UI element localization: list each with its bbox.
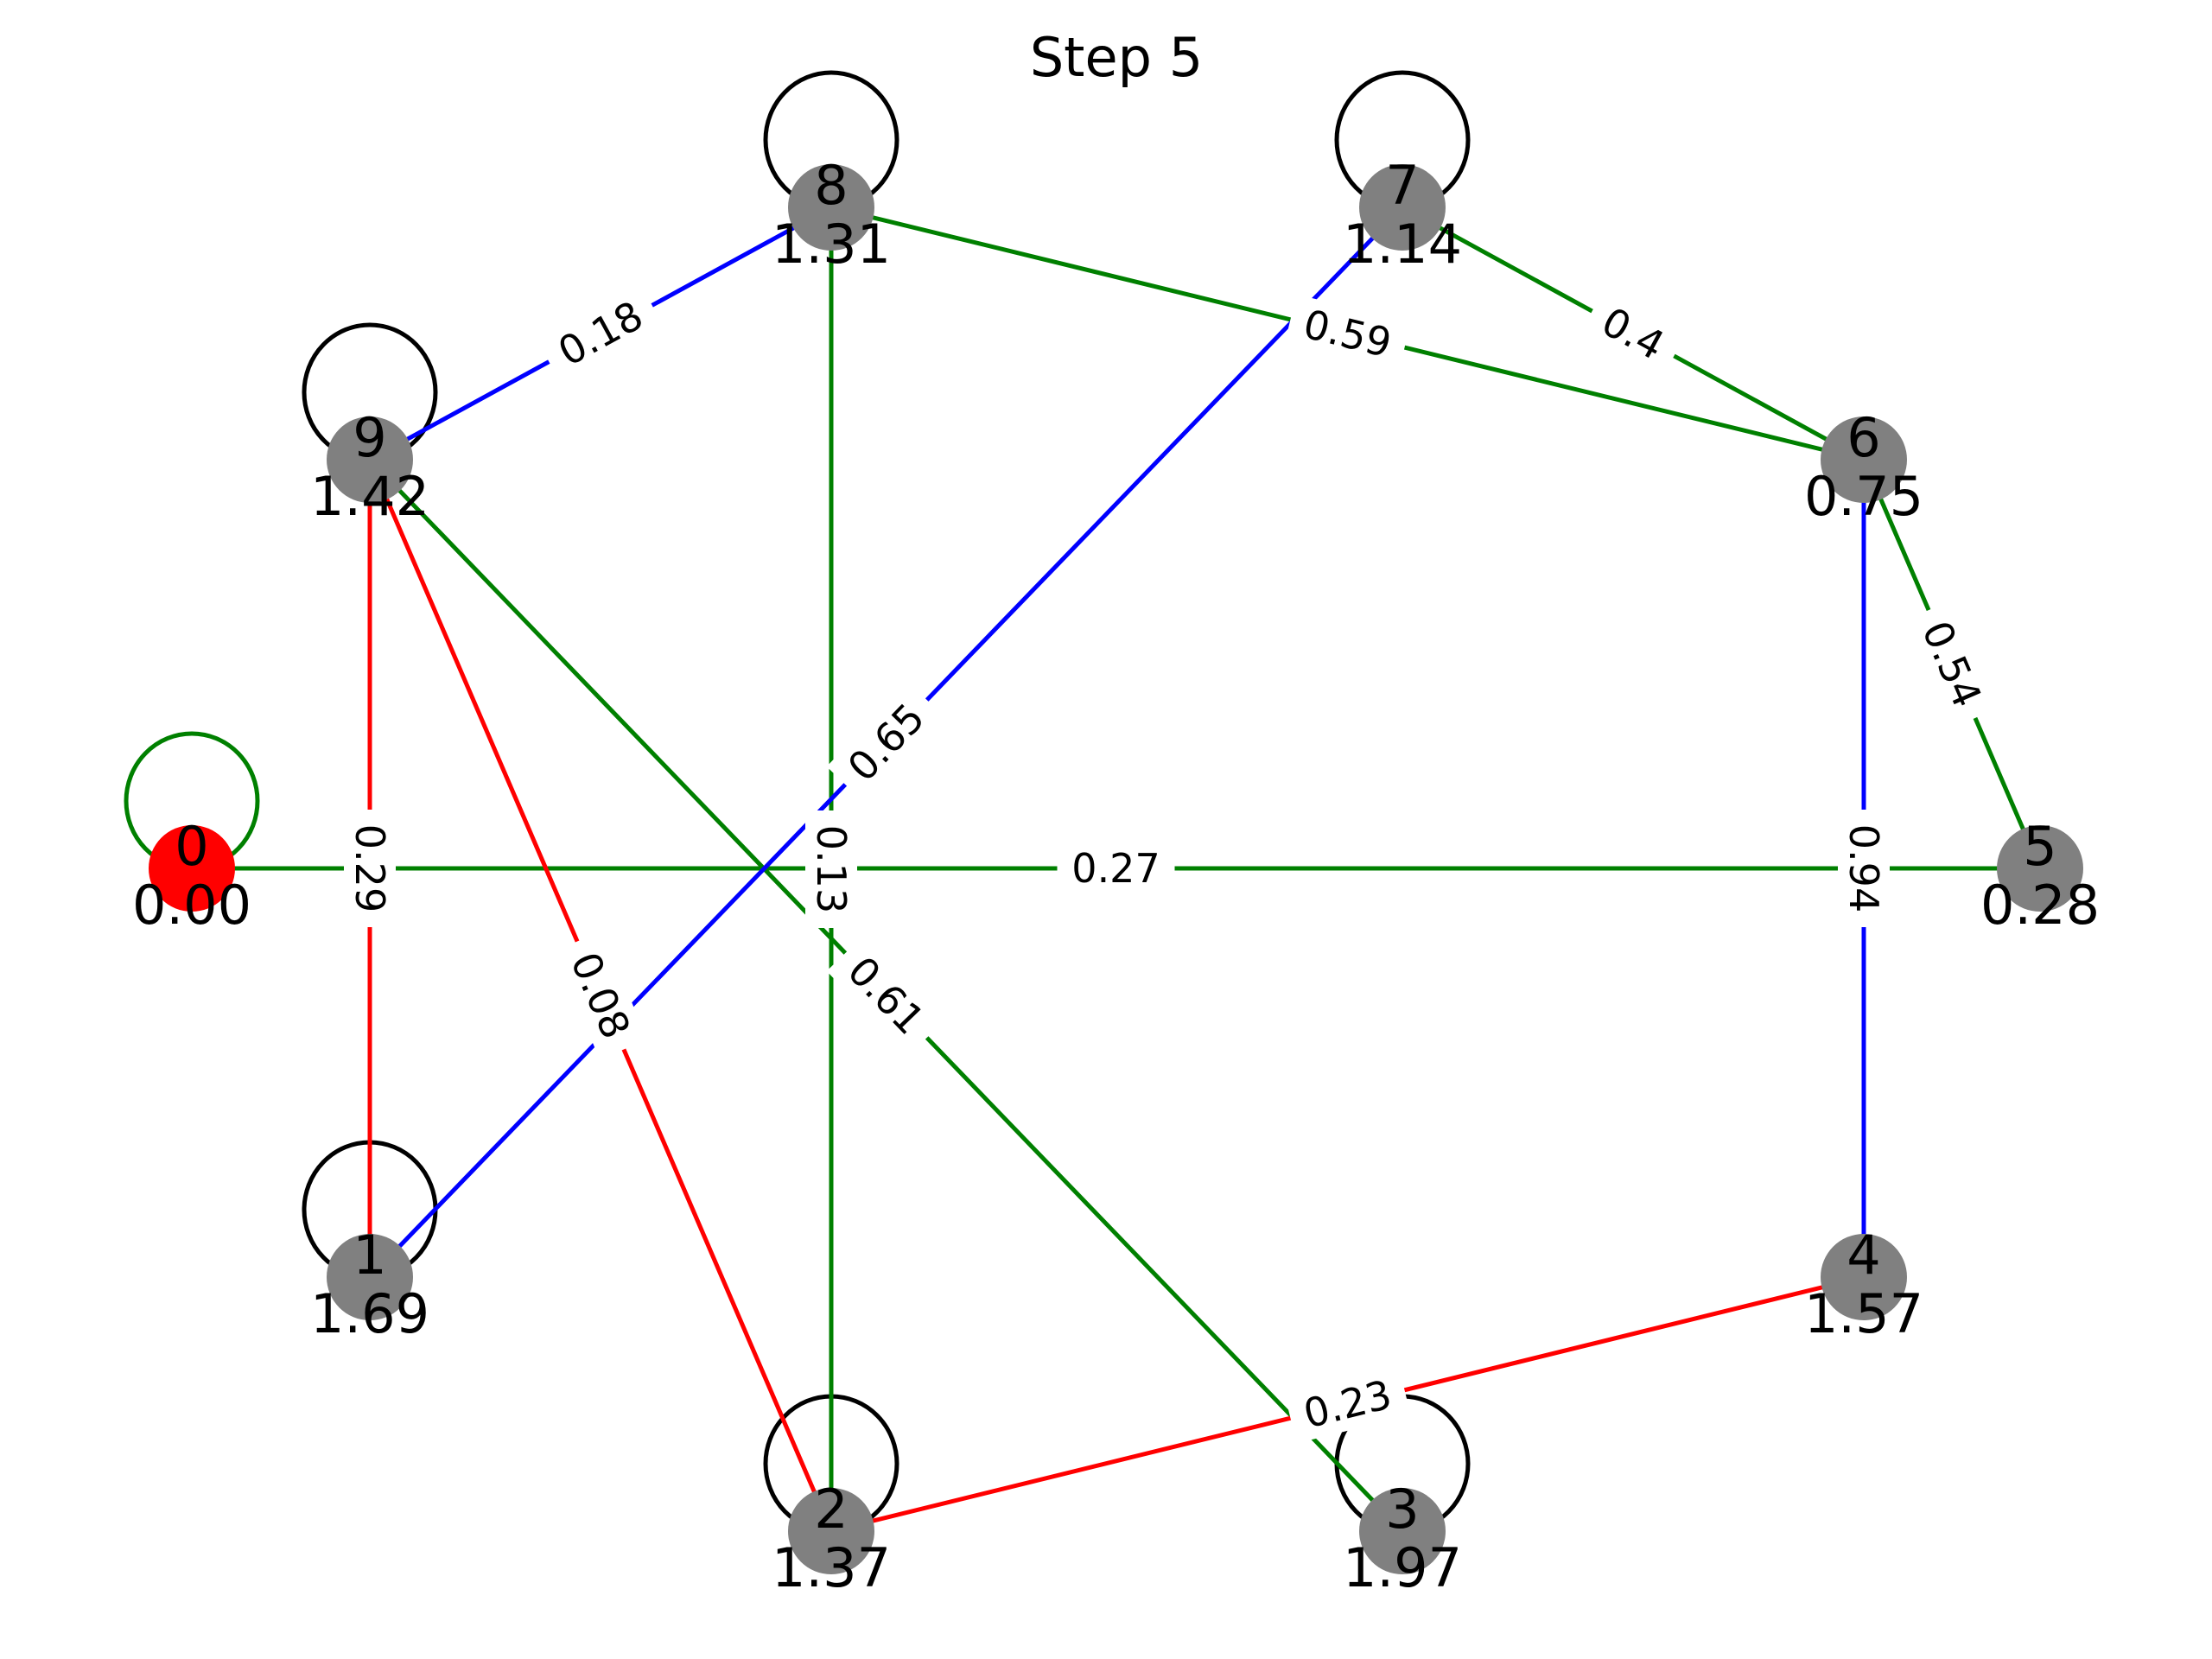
node-id-label: 8 bbox=[814, 154, 848, 217]
edge-weight-text: 0.29 bbox=[346, 824, 393, 912]
node-distance-label: 1.57 bbox=[1804, 1282, 1923, 1345]
figure-title: Step 5 bbox=[1030, 26, 1203, 89]
edge-weight-text: 0.94 bbox=[1840, 824, 1887, 912]
edge-weight-label-8-2: 0.13 bbox=[805, 810, 857, 928]
node-distance-label: 0.00 bbox=[132, 874, 251, 937]
node-id-label: 3 bbox=[1385, 1478, 1419, 1541]
edge-weight-label-9-8: 0.18 bbox=[536, 283, 665, 385]
edge-weight-label-6-5: 0.54 bbox=[1904, 600, 1999, 728]
node-3: 31.97 bbox=[1343, 1478, 1462, 1599]
edge-weight-text: 0.59 bbox=[1299, 301, 1395, 367]
node-id-label: 5 bbox=[2023, 815, 2056, 878]
node-id-label: 6 bbox=[1847, 406, 1880, 469]
edge-label-background bbox=[553, 931, 648, 1060]
node-distance-label: 1.42 bbox=[310, 465, 429, 528]
node-0: 00.00 bbox=[132, 815, 251, 937]
node-circle bbox=[327, 1234, 413, 1320]
edge-label-background bbox=[1838, 810, 1890, 927]
node-distance-label: 1.69 bbox=[310, 1282, 429, 1345]
node-5: 50.28 bbox=[1980, 815, 2100, 937]
edge-label-background bbox=[826, 935, 946, 1056]
edge-weight-text: 0.13 bbox=[808, 825, 855, 913]
edge-weight-label-6-4: 0.94 bbox=[1838, 810, 1890, 927]
node-id-label: 1 bbox=[353, 1224, 386, 1287]
edge-weight-label-7-6: 0.4 bbox=[1580, 288, 1687, 379]
edge-label-background bbox=[1057, 842, 1175, 894]
node-id-label: 4 bbox=[1847, 1224, 1880, 1287]
node-distance-label: 1.37 bbox=[772, 1536, 891, 1599]
node-distance-label: 1.14 bbox=[1343, 213, 1462, 276]
edge-label-background bbox=[805, 810, 857, 928]
node-id-label: 7 bbox=[1385, 154, 1419, 217]
edge-label-background bbox=[826, 682, 946, 803]
edge-label-background bbox=[1284, 1364, 1411, 1444]
nodes-layer: 00.00 11.69 21.37 31.97 41.57 50.28 60.75 71.14… bbox=[132, 154, 2100, 1599]
edge-weight-label-9-2: 0.08 bbox=[553, 931, 648, 1060]
node-6: 60.75 bbox=[1804, 406, 1923, 528]
node-distance-label: 1.97 bbox=[1343, 1536, 1462, 1599]
edge-weight-label-9-1: 0.29 bbox=[344, 810, 396, 927]
node-circle bbox=[1997, 825, 2083, 912]
node-2: 21.37 bbox=[772, 1478, 891, 1599]
edge-weight-label-2-4: 0.23 bbox=[1284, 1364, 1411, 1444]
node-7: 71.14 bbox=[1343, 154, 1462, 276]
node-circle bbox=[327, 416, 413, 503]
node-circle bbox=[149, 825, 235, 912]
edge-label-background bbox=[536, 283, 665, 385]
node-circle bbox=[1821, 1234, 1907, 1320]
node-4: 41.57 bbox=[1804, 1224, 1923, 1345]
node-id-label: 9 bbox=[353, 406, 386, 469]
edge-weight-label-8-6: 0.59 bbox=[1284, 294, 1411, 373]
edge-label-background bbox=[344, 810, 396, 927]
node-distance-label: 0.75 bbox=[1804, 465, 1923, 528]
node-id-label: 2 bbox=[814, 1478, 848, 1541]
node-8: 81.31 bbox=[772, 154, 891, 276]
node-circle bbox=[1359, 164, 1446, 251]
edge-label-background bbox=[1284, 294, 1411, 373]
node-distance-label: 0.28 bbox=[1980, 874, 2100, 937]
edge-weight-label-0-5: 0.27 bbox=[1057, 842, 1175, 894]
node-circle bbox=[788, 1488, 874, 1574]
node-9: 91.42 bbox=[310, 406, 429, 528]
node-circle bbox=[1821, 416, 1907, 503]
edge-weight-text: 0.27 bbox=[1071, 845, 1160, 892]
edge-label-background bbox=[1580, 288, 1687, 379]
edge-label-background bbox=[1904, 600, 1999, 728]
node-circle bbox=[788, 164, 874, 251]
edge-labels-layer: 0.270.290.180.08 0.610.130.590.650.40.540… bbox=[344, 283, 1999, 1444]
node-circle bbox=[1359, 1488, 1446, 1574]
node-distance-label: 1.31 bbox=[772, 213, 891, 276]
node-1: 11.69 bbox=[310, 1224, 429, 1345]
edge-weight-text: 0.23 bbox=[1299, 1371, 1395, 1438]
node-id-label: 0 bbox=[175, 815, 208, 878]
